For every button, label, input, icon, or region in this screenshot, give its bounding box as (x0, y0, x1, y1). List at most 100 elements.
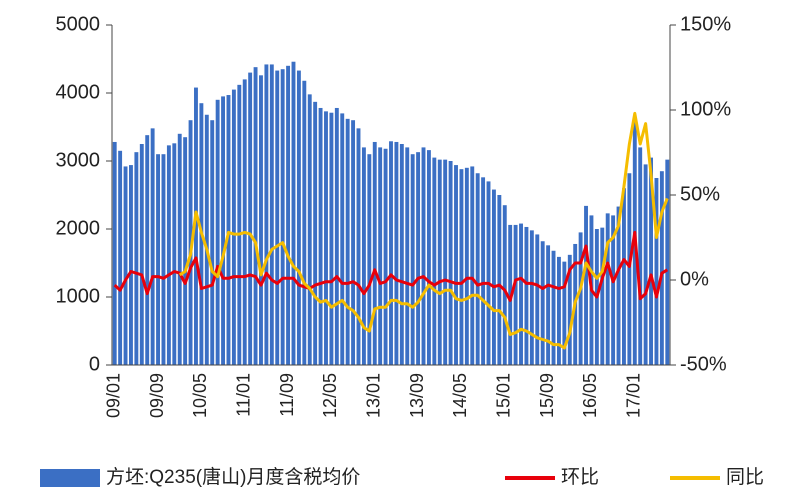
bar (345, 118, 350, 365)
bar (334, 107, 339, 366)
y-tick-label: 2000 (56, 217, 101, 239)
bar (410, 154, 415, 365)
bar (139, 144, 144, 365)
bar (226, 95, 231, 365)
bar (389, 141, 393, 365)
x-tick-label: 12/05 (320, 373, 340, 418)
bar (172, 143, 177, 365)
bar (231, 89, 236, 365)
bar (183, 137, 188, 365)
bar (253, 67, 258, 365)
x-tick-label: 09/09 (147, 373, 167, 418)
legend-label: 方坯:Q235(唐山)月度含税均价 (106, 466, 360, 488)
bar (378, 147, 383, 365)
bar (665, 159, 670, 365)
bar (166, 145, 171, 365)
bar (464, 167, 469, 365)
x-tick-label: 13/01 (363, 373, 383, 418)
bar (156, 154, 160, 365)
line (113, 230, 669, 302)
bar (383, 148, 388, 365)
bar (556, 256, 561, 365)
y2-tick-label: 0% (680, 268, 709, 290)
bar (269, 64, 274, 365)
y-tick-label: 5000 (56, 13, 101, 35)
bar (399, 144, 404, 365)
bar (134, 152, 139, 365)
bar (616, 206, 621, 365)
bar (242, 79, 247, 366)
y2-tick-label: 50% (680, 183, 720, 205)
x-tick-label: 16/05 (580, 373, 600, 418)
bar (567, 254, 572, 365)
x-tick-label: 15/09 (537, 373, 557, 418)
bar (437, 159, 442, 365)
bar (129, 165, 133, 365)
y-tick-label: 0 (89, 353, 100, 375)
legend-label: 同比 (726, 466, 764, 488)
bar (215, 99, 220, 366)
bar (486, 181, 491, 365)
bar (259, 75, 263, 365)
x-tick-label: 10/05 (190, 373, 210, 418)
bar (513, 224, 518, 365)
bar (118, 150, 123, 365)
y2-tick-label: 150% (680, 13, 731, 35)
bar (405, 147, 410, 365)
bar (188, 120, 193, 365)
bar (340, 113, 345, 366)
bar (421, 147, 426, 365)
bar (286, 65, 291, 366)
bar (470, 166, 475, 365)
bar (502, 205, 507, 365)
x-tick-label: 15/01 (494, 373, 514, 418)
bar (654, 178, 659, 365)
bar (491, 189, 496, 365)
bar (302, 80, 307, 365)
bar (578, 232, 583, 365)
bar (296, 70, 301, 365)
bar (221, 96, 226, 366)
bar (123, 166, 128, 365)
bar (524, 226, 529, 365)
bar (659, 171, 664, 365)
legend-label: 环比 (561, 466, 599, 488)
bar (237, 84, 242, 365)
bar (584, 205, 588, 365)
bar (264, 64, 269, 365)
bar (448, 161, 453, 365)
bar (611, 215, 616, 365)
legend-swatch (40, 469, 100, 487)
bar (529, 230, 534, 365)
bar (562, 261, 567, 365)
bar (459, 169, 464, 365)
y2-tick-label: -50% (680, 353, 727, 375)
bar (210, 120, 215, 365)
bar (481, 177, 486, 365)
bar (454, 165, 458, 365)
bar (605, 213, 610, 365)
bar (426, 150, 431, 365)
bar (497, 195, 502, 365)
bar (177, 133, 182, 365)
bar (600, 227, 605, 365)
bar (432, 157, 437, 365)
bar (248, 72, 253, 365)
bar (546, 245, 551, 365)
bar (275, 70, 280, 365)
bar (519, 223, 523, 365)
bar (145, 135, 150, 365)
y-tick-label: 1000 (56, 285, 101, 307)
bar (394, 141, 399, 365)
bar (443, 159, 448, 365)
bar (551, 250, 556, 365)
bar (194, 87, 198, 365)
bar (416, 152, 421, 365)
bar (324, 111, 328, 365)
bar (318, 107, 323, 366)
bar (649, 157, 653, 365)
bar (638, 147, 643, 365)
bar (280, 69, 285, 365)
y2-tick-label: 100% (680, 98, 731, 120)
